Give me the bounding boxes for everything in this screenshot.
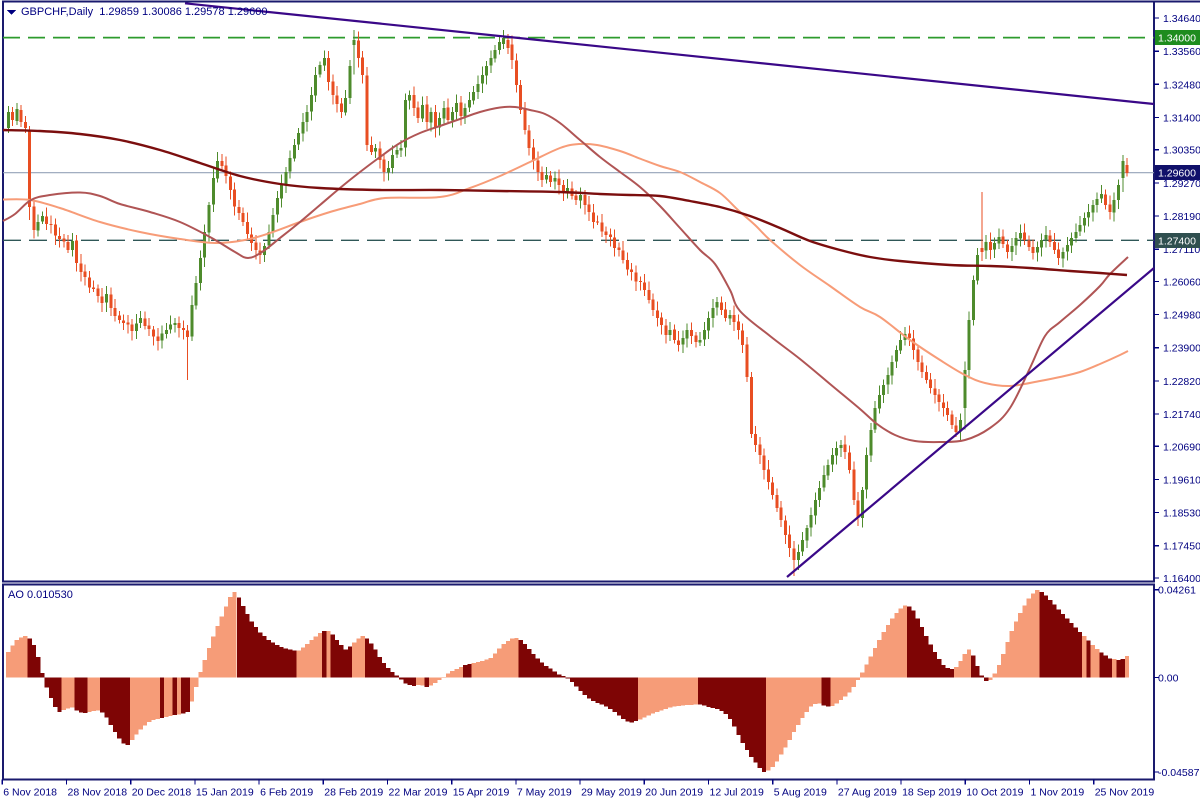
svg-text:5 Aug 2019: 5 Aug 2019 — [774, 787, 827, 799]
svg-text:25 Nov 2019: 25 Nov 2019 — [1095, 787, 1155, 799]
svg-text:1.34000: 1.34000 — [1158, 33, 1196, 45]
svg-text:1.23900: 1.23900 — [1163, 343, 1200, 355]
svg-text:1.20690: 1.20690 — [1163, 441, 1200, 453]
svg-text:28 Feb 2019: 28 Feb 2019 — [324, 787, 383, 799]
svg-text:27 Aug 2019: 27 Aug 2019 — [838, 787, 897, 799]
svg-text:15 Jan 2019: 15 Jan 2019 — [196, 787, 254, 799]
svg-text:0.00: 0.00 — [1158, 673, 1179, 685]
svg-text:1 Nov 2019: 1 Nov 2019 — [1031, 787, 1085, 799]
svg-text:6 Nov 2018: 6 Nov 2018 — [3, 787, 57, 799]
svg-text:15 Apr 2019: 15 Apr 2019 — [453, 787, 510, 799]
svg-text:20 Dec 2018: 20 Dec 2018 — [132, 787, 192, 799]
svg-text:1.29270: 1.29270 — [1163, 178, 1200, 190]
svg-text:6 Feb 2019: 6 Feb 2019 — [260, 787, 313, 799]
svg-text:1.34640: 1.34640 — [1163, 13, 1200, 25]
svg-text:1.31400: 1.31400 — [1163, 113, 1200, 125]
svg-text:28 Nov 2018: 28 Nov 2018 — [68, 787, 128, 799]
svg-text:1.21740: 1.21740 — [1163, 409, 1200, 421]
svg-text:1.32480: 1.32480 — [1163, 79, 1200, 91]
svg-text:20 Jun 2019: 20 Jun 2019 — [645, 787, 703, 799]
svg-text:1.19610: 1.19610 — [1163, 474, 1200, 486]
svg-text:1.17450: 1.17450 — [1163, 541, 1200, 553]
svg-text:1.26060: 1.26060 — [1163, 276, 1200, 288]
svg-text:1.18530: 1.18530 — [1163, 508, 1200, 520]
svg-text:AO 0.010530: AO 0.010530 — [8, 589, 73, 601]
svg-text:1.24980: 1.24980 — [1163, 310, 1200, 322]
svg-text:1.22820: 1.22820 — [1163, 376, 1200, 388]
svg-text:10 Oct 2019: 10 Oct 2019 — [966, 787, 1023, 799]
svg-text:29 May 2019: 29 May 2019 — [581, 787, 642, 799]
svg-text:22 Mar 2019: 22 Mar 2019 — [389, 787, 448, 799]
svg-text:7 May 2019: 7 May 2019 — [517, 787, 572, 799]
svg-text:1.29600: 1.29600 — [1158, 168, 1196, 180]
svg-text:1.27400: 1.27400 — [1158, 235, 1196, 247]
svg-text:1.28190: 1.28190 — [1163, 211, 1200, 223]
svg-text:-0.045879: -0.045879 — [1158, 767, 1200, 779]
svg-text:0.04261: 0.04261 — [1158, 585, 1196, 597]
svg-text:12 Jul 2019: 12 Jul 2019 — [710, 787, 764, 799]
svg-text:18 Sep 2019: 18 Sep 2019 — [902, 787, 962, 799]
svg-text:1.16400: 1.16400 — [1163, 573, 1200, 585]
svg-text:1.33560: 1.33560 — [1163, 46, 1200, 58]
svg-text:1.30350: 1.30350 — [1163, 145, 1200, 157]
svg-text:GBPCHF,Daily 1.29859 1.30086: GBPCHF,Daily 1.29859 1.30086 1.29578 1.2… — [21, 6, 267, 18]
